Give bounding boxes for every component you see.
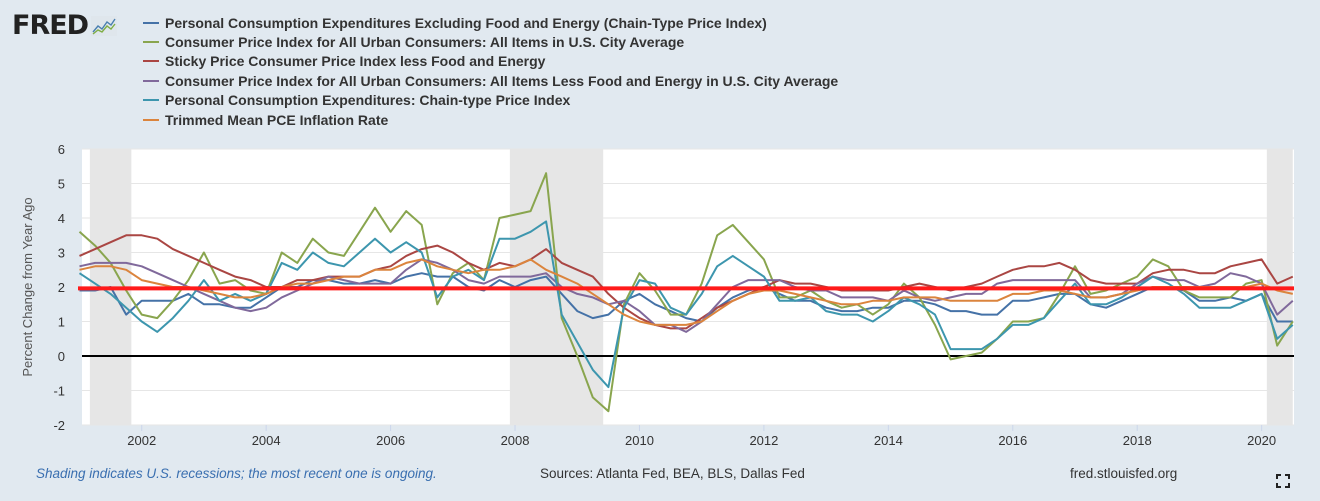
legend-item[interactable]: Consumer Price Index for All Urban Consu… bbox=[143, 32, 838, 51]
y-tick-label: 1 bbox=[58, 315, 65, 330]
y-axis-label: Percent Change from Year Ago bbox=[20, 197, 35, 376]
legend-label: Personal Consumption Expenditures Exclud… bbox=[165, 14, 767, 31]
y-tick-label: 3 bbox=[58, 246, 65, 261]
legend-label: Trimmed Mean PCE Inflation Rate bbox=[165, 111, 389, 128]
legend-swatch bbox=[143, 118, 159, 121]
legend-label: Sticky Price Consumer Price Index less F… bbox=[165, 53, 546, 70]
y-tick-label: 2 bbox=[58, 280, 65, 295]
legend-swatch bbox=[143, 21, 159, 24]
fred-logo-text: FRED bbox=[12, 10, 89, 41]
legend-swatch bbox=[143, 79, 159, 82]
recession-shading-note: Shading indicates U.S. recessions; the m… bbox=[36, 466, 437, 481]
y-tick-label: 5 bbox=[58, 177, 65, 192]
legend-label: Personal Consumption Expenditures: Chain… bbox=[165, 92, 571, 109]
legend-item[interactable]: Consumer Price Index for All Urban Consu… bbox=[143, 71, 838, 90]
y-tick-label: 6 bbox=[58, 142, 65, 157]
series-line-5 bbox=[78, 220, 1294, 389]
x-tick-label: 2020 bbox=[1247, 433, 1276, 448]
fred-logo[interactable]: FRED bbox=[12, 10, 118, 41]
x-tick-label: 2006 bbox=[376, 433, 405, 448]
legend-swatch bbox=[143, 60, 159, 63]
y-tick-label: 0 bbox=[58, 349, 65, 364]
x-tick-label: 2016 bbox=[998, 433, 1027, 448]
x-tick-label: 2012 bbox=[749, 433, 778, 448]
fullscreen-icon[interactable] bbox=[1276, 474, 1290, 488]
legend-label: Consumer Price Index for All Urban Consu… bbox=[165, 72, 839, 89]
legend-item[interactable]: Personal Consumption Expenditures: Chain… bbox=[143, 91, 838, 110]
chart-legend: Personal Consumption Expenditures Exclud… bbox=[143, 13, 838, 129]
x-tick-label: 2018 bbox=[1123, 433, 1152, 448]
y-tick-label: 4 bbox=[58, 211, 65, 226]
fred-url-link[interactable]: fred.stlouisfed.org bbox=[1070, 466, 1178, 481]
sources-text: Sources: Atlanta Fed, BEA, BLS, Dallas F… bbox=[540, 466, 805, 481]
legend-item[interactable]: Personal Consumption Expenditures Exclud… bbox=[143, 13, 838, 32]
fred-chart-icon bbox=[91, 15, 118, 36]
x-tick-label: 2004 bbox=[252, 433, 281, 448]
x-tick-label: 2008 bbox=[501, 433, 530, 448]
y-tick-label: -2 bbox=[53, 418, 65, 433]
x-tick-label: 2010 bbox=[625, 433, 654, 448]
x-tick-label: 2014 bbox=[874, 433, 903, 448]
y-tick-label: -1 bbox=[53, 384, 65, 399]
x-tick-label: 2002 bbox=[127, 433, 156, 448]
legend-item[interactable]: Sticky Price Consumer Price Index less F… bbox=[143, 52, 838, 71]
legend-item[interactable]: Trimmed Mean PCE Inflation Rate bbox=[143, 110, 838, 129]
legend-swatch bbox=[143, 99, 159, 102]
legend-swatch bbox=[143, 41, 159, 44]
legend-label: Consumer Price Index for All Urban Consu… bbox=[165, 34, 685, 51]
